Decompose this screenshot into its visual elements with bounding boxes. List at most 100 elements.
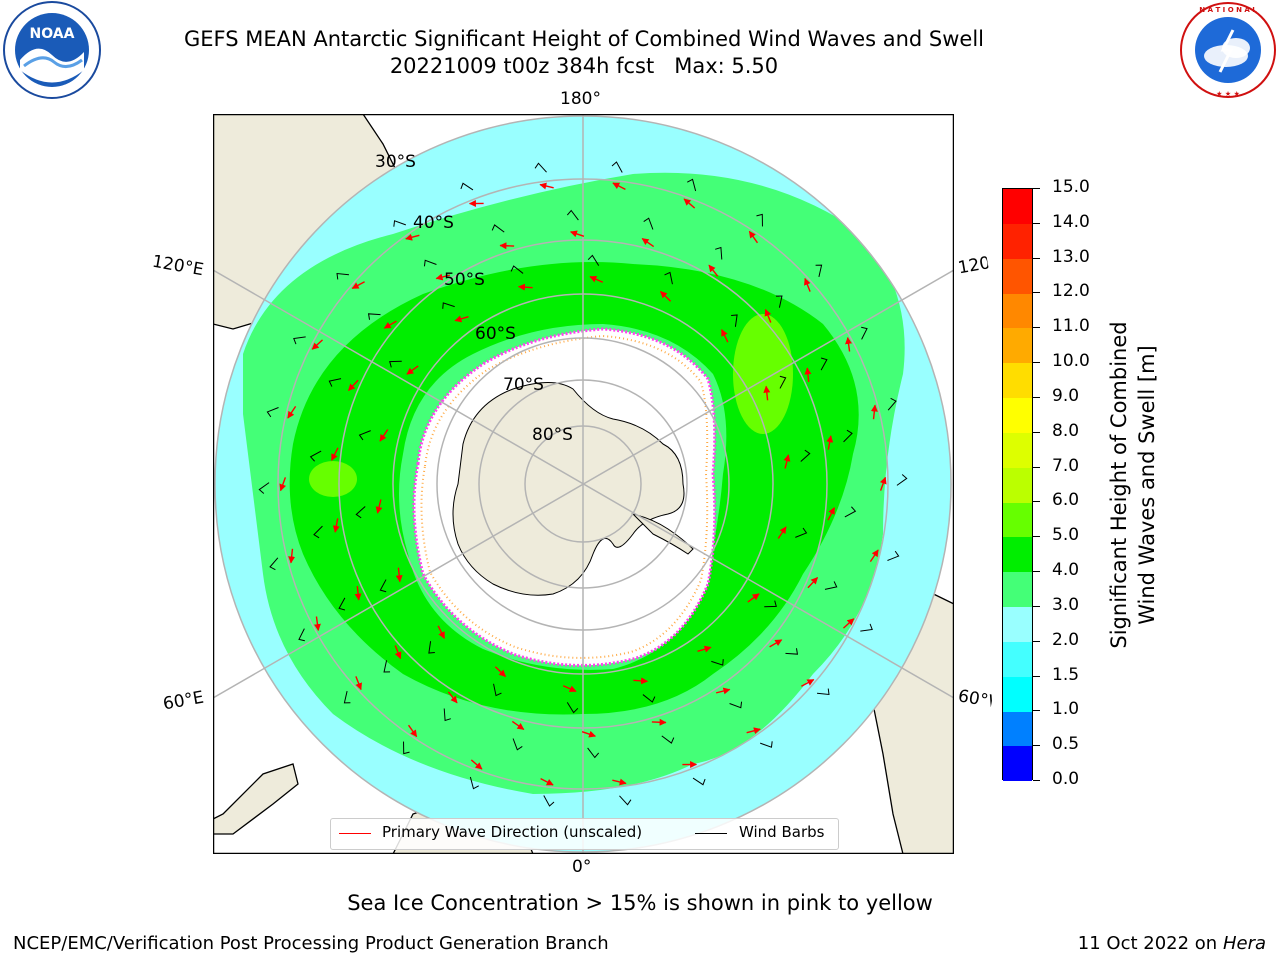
colorbar-segment [1003,397,1032,433]
wind-barb [664,271,673,285]
lon-label-60w: 60°W [956,686,994,712]
wind-barb [460,182,474,191]
wind-barb [887,550,900,561]
wave-direction-arrow [633,677,649,685]
wave-direction-arrow [517,283,533,291]
wave-direction-arrow [807,577,819,589]
lon-label-0: 0° [572,857,592,877]
colorbar-segment [1003,363,1032,399]
wind-barb [711,659,724,666]
polar-map [212,113,955,855]
colorbar-tick-label: 1.0 [1052,699,1080,720]
colorbar-segment [1003,502,1032,538]
wind-barb [795,527,808,538]
colorbar-segment [1003,467,1032,503]
wind-barb [393,220,406,227]
wave-direction-arrow [801,678,815,687]
colorbar-tick-label: 2.0 [1052,629,1080,650]
wind-barb [860,623,873,632]
wind-barb [423,259,437,267]
svg-text:N A T I O N A L: N A T I O N A L [1199,6,1257,14]
colorbar-segment [1003,641,1032,677]
colorbar [1002,188,1033,782]
wind-barb [512,738,523,751]
colorbar-tick-mark [1033,536,1040,538]
colorbar-tick-mark [1033,257,1040,259]
wave-direction-arrow [612,778,627,786]
wave-direction-arrow [332,518,340,533]
colorbar-tick-label: 0.0 [1052,769,1080,789]
wind-barb [775,295,783,308]
footer-host: Hera [1222,933,1266,954]
noaa-logo-text: NOAA [30,26,75,42]
colorbar-segment [1003,711,1032,747]
colorbar-segment [1003,432,1032,468]
map-legend: Primary Wave Direction (unscaled) Wind B… [330,818,839,850]
wind-barb [379,579,387,593]
wave-direction-arrow [407,724,418,738]
wave-direction-arrow [804,277,811,292]
colorbar-tick-label: 7.0 [1052,455,1080,476]
colorbar-segment [1003,746,1032,782]
wind-barb [367,313,381,320]
wave-direction-arrow [435,273,451,281]
wind-barb [643,217,654,230]
wave-direction-arrow [764,308,772,323]
wind-barb [258,482,270,494]
colorbar-tick-mark [1033,222,1040,224]
wave-direction-arrow [763,385,771,401]
wind-barb [820,357,828,371]
noaa-logo: NOAA [2,0,102,100]
colorbar-tick-label: 10.0 [1052,351,1090,372]
wave-direction-arrow [539,182,554,190]
colorbar-segment [1003,189,1032,224]
colorbar-tick-label: 11.0 [1052,316,1090,337]
wind-barbs [258,161,908,807]
colorbar-tick-label: 12.0 [1052,281,1090,302]
graticule [213,114,954,854]
colorbar-tick-label: 9.0 [1052,385,1080,406]
wave-direction-arrow [379,429,389,442]
wave-direction-arrow [783,454,791,469]
wave-direction-arrow [562,685,577,693]
wave-direction-arrow [804,367,812,383]
colorbar-tick-mark [1033,292,1040,294]
lon-label-180: 180° [560,89,601,109]
wind-barb [383,660,391,673]
wave-direction-arrow [494,666,506,677]
wind-barb [313,525,323,539]
colorbar-tick-label: 15.0 [1052,177,1090,197]
colorbar-tick-label: 13.0 [1052,246,1090,267]
wave-direction-arrow [570,230,585,238]
wind-barb [336,272,349,280]
wave-direction-arrow [826,435,834,450]
wave-direction-arrow [395,567,403,583]
wave-direction-arrow [279,477,287,492]
wind-barb [843,429,853,443]
colorbar-tick-label: 1.5 [1052,664,1080,685]
wind-barb [566,702,579,714]
wind-barb [861,326,868,340]
wave-direction-arrow [641,237,655,248]
colorbar-label-line2: Wind Waves and Swell [m] [1135,345,1159,625]
wave-direction-arrow [842,618,855,629]
wave-direction-arrow [288,548,296,564]
wind-barb [534,162,547,173]
wave-direction-arrow [748,230,759,244]
wave-direction-legend-swatch [339,833,371,834]
colorbar-tick-label: 14.0 [1052,211,1090,232]
colorbar-segment [1003,606,1032,642]
colorbar-segment [1003,676,1032,712]
wind-barb [587,254,600,266]
wind-barb [642,694,656,703]
wind-barb [493,683,502,697]
wind-barb [338,597,346,611]
wave-direction-arrow [581,730,596,738]
colorbar-label-line1: Significant Height of Combined [1107,321,1131,649]
colorbar-label: Significant Height of Combined Wind Wave… [1105,305,1161,665]
wind-barb [896,474,908,486]
colorbar-tick-mark [1033,710,1040,712]
wave-direction-arrow [715,687,731,695]
wave-direction-arrow [313,616,321,632]
wind-barb [269,557,279,571]
